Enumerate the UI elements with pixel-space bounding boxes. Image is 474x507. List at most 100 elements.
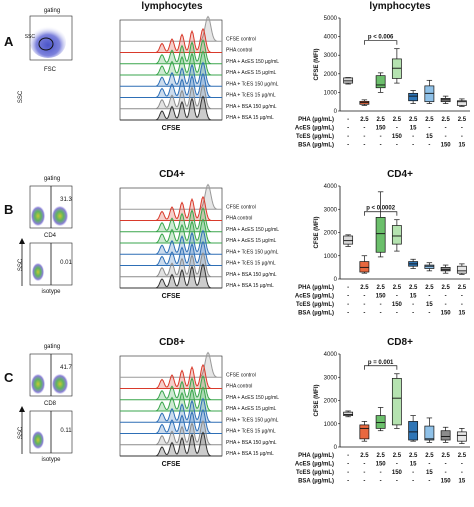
significance-bracket — [364, 211, 398, 216]
box-body — [391, 378, 402, 426]
condition-row-label: BSA (µg/mL) — [298, 143, 334, 149]
histogram-legend-entry: PHA control — [226, 216, 252, 222]
flow-gate-value-bottom: 0.01 — [60, 260, 72, 266]
y-tick-label: 0 — [334, 445, 338, 451]
condition-cell: 150 — [376, 126, 387, 132]
condition-cell: - — [412, 134, 414, 140]
condition-cell: - — [347, 453, 349, 459]
condition-cell: 15 — [410, 294, 417, 300]
flow-dots-isotype — [32, 431, 44, 449]
condition-cell: 150 — [376, 462, 387, 468]
condition-cell: 2.5 — [360, 453, 369, 459]
histogram-legend-entry: PHA control — [226, 48, 252, 54]
y-tick-label: 2000 — [324, 231, 338, 237]
condition-cell: 2.5 — [441, 453, 450, 459]
histogram-legend-entry: PHA + AcES 150 µg/mL — [226, 395, 279, 401]
condition-cell: - — [396, 143, 398, 149]
condition-cell: 2.5 — [458, 285, 467, 291]
condition-cell: 15 — [410, 462, 417, 468]
y-tick-label: 4000 — [324, 184, 338, 190]
panel-label: C — [4, 370, 14, 385]
histogram-legend-entry: PHA + AcES 15 µg/mL — [226, 238, 276, 244]
histogram-trace — [120, 408, 222, 434]
histogram-legend-entry: PHA + TcES 15 µg/mL — [226, 93, 276, 99]
box-body — [391, 58, 402, 79]
flow-ylabel: SSC — [18, 90, 24, 103]
panel-label: B — [4, 202, 13, 217]
condition-cell: - — [363, 294, 365, 300]
condition-cell: - — [412, 302, 414, 308]
box — [408, 415, 419, 442]
box-body — [456, 431, 467, 442]
histogram-title: CD4+ — [159, 169, 185, 180]
histogram-legend-entry: PHA + TcES 150 µg/mL — [226, 417, 279, 423]
flow-y-arrowhead — [19, 406, 25, 412]
histogram-legend-entry: PHA + TcES 150 µg/mL — [226, 249, 279, 255]
condition-cell: - — [412, 470, 414, 476]
condition-cell: - — [428, 294, 430, 300]
condition-cell: 15 — [459, 311, 466, 317]
significance-label: p = 0.001 — [368, 360, 394, 366]
box — [408, 258, 419, 269]
condition-cell: - — [347, 294, 349, 300]
flow-top-label: gating — [44, 176, 60, 182]
box — [424, 262, 435, 272]
box — [343, 234, 354, 247]
y-tick-label: 0 — [334, 277, 338, 283]
box — [440, 426, 451, 443]
box-body — [440, 267, 451, 272]
histogram-trace — [120, 240, 222, 266]
box — [408, 90, 419, 104]
significance-label: p < 0.0002 — [366, 206, 396, 212]
flow-xlabel: CD4 — [44, 233, 57, 239]
condition-table: PHA (µg/mL) - 2.5 2.5 2.5 2.5 2.5 2.5 2.5 AcES (µ… — [295, 285, 467, 317]
condition-row-label: AcES (µg/mL) — [295, 126, 334, 132]
histogram-legend-entry: PHA + TcES 15 µg/mL — [226, 429, 276, 435]
box — [424, 417, 435, 443]
condition-cell: - — [347, 134, 349, 140]
condition-cell: - — [363, 479, 365, 485]
histogram-trace — [120, 263, 222, 289]
chart-title: CD8+ — [387, 337, 413, 348]
condition-cell: 2.5 — [425, 285, 434, 291]
chart-title: CD4+ — [387, 169, 413, 180]
box — [359, 255, 370, 274]
condition-row-label: PHA (µg/mL) — [298, 117, 334, 123]
condition-cell: 2.5 — [376, 453, 385, 459]
condition-cell: 2.5 — [458, 453, 467, 459]
condition-cell: - — [347, 470, 349, 476]
box — [456, 98, 467, 107]
condition-cell: - — [380, 479, 382, 485]
histogram-legend-entry: PHA + BSA 150 µg/mL — [226, 272, 277, 278]
condition-cell: - — [412, 143, 414, 149]
flow-xlabel: FSC — [44, 67, 57, 73]
flow-bottom-label: isotype — [41, 457, 61, 463]
condition-cell: 150 — [441, 311, 452, 317]
condition-row-label: AcES (µg/mL) — [295, 462, 334, 468]
box — [424, 79, 435, 104]
y-tick-label: 3000 — [324, 53, 338, 59]
condition-cell: - — [380, 311, 382, 317]
condition-cell: - — [428, 143, 430, 149]
condition-cell: - — [445, 462, 447, 468]
histogram-legend-entry: PHA + BSA 15 µg/mL — [226, 283, 274, 289]
box-body — [424, 264, 435, 269]
box — [391, 48, 402, 84]
significance-bracket — [364, 40, 398, 45]
condition-cell: - — [461, 126, 463, 132]
condition-cell: - — [461, 470, 463, 476]
histogram-trace — [120, 363, 222, 389]
histogram-legend-entry: PHA + TcES 15 µg/mL — [226, 261, 276, 267]
condition-cell: - — [347, 462, 349, 468]
condition-cell: 150 — [392, 134, 403, 140]
flow-gating: gating SSC SSC FSC — [18, 8, 73, 103]
flow-gating: gating SSC 31.3 CD4 0.01 isotype — [18, 176, 72, 295]
histogram-trace — [120, 397, 222, 423]
condition-cell: - — [412, 479, 414, 485]
histogram-legend-entry: PHA + BSA 150 µg/mL — [226, 104, 277, 110]
condition-cell: - — [445, 294, 447, 300]
box — [456, 428, 467, 444]
box-body — [424, 85, 435, 103]
y-tick-label: 2000 — [324, 399, 338, 405]
histogram-trace — [120, 431, 222, 457]
